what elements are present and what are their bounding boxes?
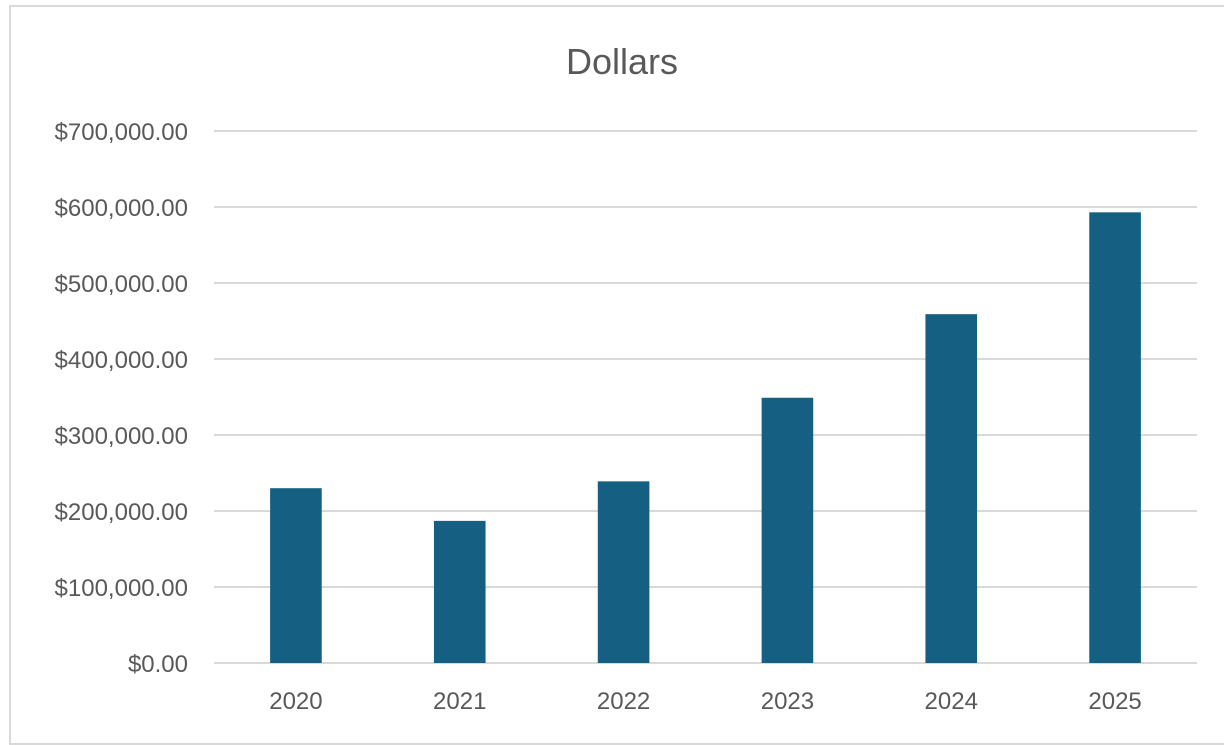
y-tick-label: $500,000.00 — [55, 271, 188, 298]
chart-title: Dollars — [566, 41, 678, 82]
y-tick-label: $600,000.00 — [55, 195, 188, 222]
x-tick-label: 2025 — [1088, 688, 1141, 715]
bar-2020 — [270, 488, 322, 663]
y-tick-label: $300,000.00 — [55, 423, 188, 450]
y-tick-label: $0.00 — [128, 651, 188, 678]
x-tick-label: 2022 — [597, 688, 650, 715]
gridlines — [214, 130, 1197, 664]
x-tick-label: 2020 — [269, 688, 322, 715]
y-tick-label: $700,000.00 — [55, 119, 188, 146]
bar-2021 — [433, 520, 486, 663]
x-tick-label: 2023 — [761, 688, 814, 715]
y-tick-label: $100,000.00 — [55, 575, 188, 602]
x-axis-tick-labels: 2020 2021 2022 2023 2024 2025 — [269, 688, 1142, 715]
bar-2024 — [925, 314, 978, 663]
bar-2023 — [761, 397, 814, 663]
x-tick-label: 2024 — [925, 688, 978, 715]
y-tick-label: $400,000.00 — [55, 347, 188, 374]
bars — [270, 212, 1141, 663]
bar-2022 — [597, 481, 650, 663]
y-axis-tick-labels: $0.00 $100,000.00 $200,000.00 $300,000.00 $4… — [55, 119, 188, 678]
x-tick-label: 2021 — [433, 688, 486, 715]
bar-2025 — [1089, 212, 1141, 663]
y-tick-label: $200,000.00 — [55, 499, 188, 526]
